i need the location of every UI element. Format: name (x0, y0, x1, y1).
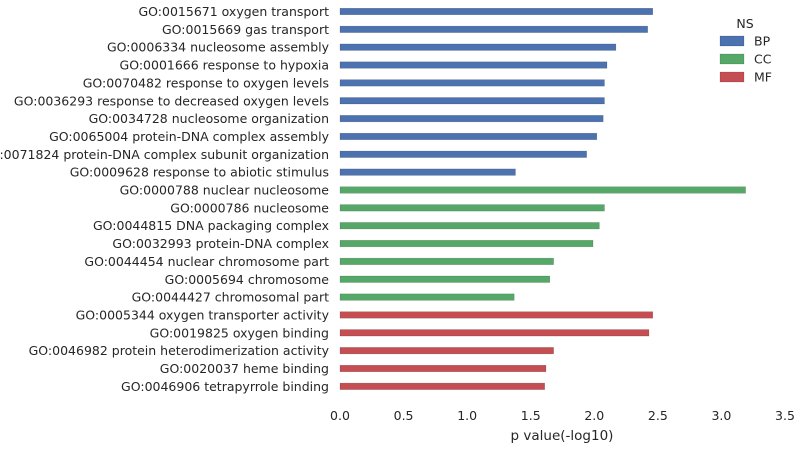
bar-mf (339, 347, 554, 355)
bar-bp (339, 97, 605, 105)
category-label: GO:0065004 protein-DNA complex assembly (49, 129, 330, 144)
legend-swatch-mf (719, 71, 745, 83)
legend-title: NS (736, 16, 753, 31)
category-label: GO:0032993 protein-DNA complex (112, 236, 329, 251)
category-label: GO:0046982 protein heterodimerization ac… (29, 343, 330, 358)
bar-cc (339, 222, 600, 230)
bar-bp (339, 168, 516, 176)
x-tick-label: 2.0 (584, 408, 604, 423)
x-tick-label: 1.0 (457, 408, 477, 423)
x-axis-label: p value(-log10) (511, 428, 614, 444)
bar-mf (339, 382, 545, 390)
bar-cc (339, 293, 515, 301)
category-label: GO:0005344 oxygen transporter activity (76, 307, 330, 322)
bars-group (339, 8, 746, 390)
category-label: GO:0044815 DNA packaging complex (93, 218, 329, 233)
category-label: GO:0036293 response to decreased oxygen … (14, 93, 329, 108)
legend: NS BP CC MF (719, 16, 772, 85)
bar-cc (339, 240, 594, 248)
category-label: GO:0009628 response to abiotic stimulus (70, 165, 329, 180)
legend-label-mf: MF (754, 70, 772, 85)
legend-label-bp: BP (754, 34, 771, 49)
bar-bp (339, 132, 598, 140)
category-label: GO:0034728 nucleosome organization (89, 111, 329, 126)
bar-bp (339, 61, 608, 69)
bar-mf (339, 329, 650, 337)
x-tick-label: 1.5 (521, 408, 541, 423)
category-label: GO:0000788 nuclear nucleosome (120, 183, 330, 198)
category-label: GO:0071824 protein-DNA complex subunit o… (0, 147, 329, 162)
category-label: GO:0044427 chromosomal part (132, 290, 329, 305)
category-label: GO:0044454 nuclear chromosome part (84, 254, 329, 269)
category-label: GO:0070482 response to oxygen levels (83, 75, 329, 90)
category-label: GO:0046906 tetrapyrrole binding (121, 379, 329, 394)
x-tick-label: 3.5 (775, 408, 795, 423)
x-tick-label: 0.5 (394, 408, 414, 423)
x-tick-labels: 0.0 0.5 1.0 1.5 2.0 2.5 3.0 3.5 (330, 408, 795, 423)
x-tick-label: 2.5 (648, 408, 668, 423)
category-label: GO:0000786 nucleosome (170, 200, 329, 215)
bar-mf (339, 311, 654, 319)
bar-mf (339, 365, 547, 372)
x-tick-label: 3.0 (711, 408, 731, 423)
category-label: GO:0005694 chromosome (165, 272, 330, 287)
bar-cc (339, 257, 554, 265)
bar-cc (339, 275, 551, 283)
category-label: GO:0006334 nucleosome assembly (107, 40, 330, 55)
category-label: GO:0015669 gas transport (162, 22, 329, 37)
x-tick-label: 0.0 (330, 408, 350, 423)
bar-bp (339, 115, 604, 123)
bar-bp (339, 150, 587, 158)
bar-bp (339, 8, 654, 15)
bar-bp (339, 43, 617, 51)
category-label: GO:0015671 oxygen transport (139, 4, 330, 19)
legend-swatch-bp (719, 35, 745, 47)
bar-cc (339, 186, 746, 194)
bar-bp (339, 25, 648, 33)
category-labels: GO:0015671 oxygen transport GO:0015669 ga… (0, 4, 330, 394)
category-label: GO:0019825 oxygen binding (150, 325, 329, 340)
legend-swatch-cc (719, 53, 745, 65)
bar-cc (339, 204, 605, 212)
legend-label-cc: CC (754, 52, 772, 67)
category-label: GO:0001666 response to hypoxia (120, 58, 329, 73)
bar-bp (339, 79, 605, 87)
category-label: GO:0020037 heme binding (160, 361, 329, 376)
